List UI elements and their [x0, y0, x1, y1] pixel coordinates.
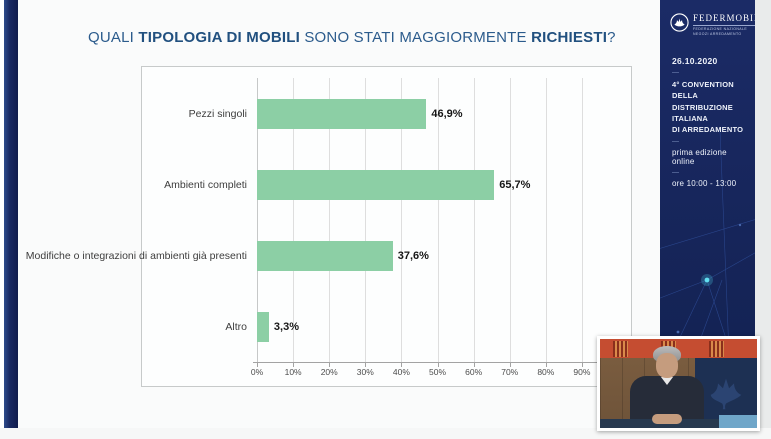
bar-row: 3,3%: [257, 292, 600, 363]
title-segment: QUALI: [88, 29, 139, 46]
separator-dash: —: [672, 69, 679, 76]
presenter-face: [656, 353, 678, 378]
event-edition: prima edizione online: [672, 148, 727, 167]
grid-line: [401, 78, 403, 363]
eagle-emblem-icon: [670, 13, 689, 32]
category-labels: Pezzi singoli Ambienti completi Modifiche …: [18, 78, 252, 363]
axis-tick: [509, 363, 511, 367]
bar-value-label: 3,3%: [273, 321, 299, 334]
column-motif: [709, 341, 724, 357]
grid-line: [473, 78, 475, 363]
title-segment: SONO STATI MAGGIORMENTE: [299, 29, 532, 46]
eagle-silhouette-icon: [710, 378, 742, 410]
grid-line: [509, 78, 511, 363]
x-tick-label: 70%: [501, 367, 519, 377]
x-tick-label: 40%: [392, 367, 410, 377]
event-time: ore 10:00 - 13:00: [672, 179, 737, 189]
axis-tick: [365, 363, 367, 367]
axis-tick: [329, 363, 331, 367]
x-tick-label: 80%: [537, 367, 555, 377]
x-tick-label: 20%: [320, 367, 338, 377]
presentation-slide: QUALI TIPOLOGIA DI MOBILI SONO STATI MAG…: [18, 0, 660, 428]
grid-line: [437, 78, 439, 363]
left-edge-strip: [0, 0, 4, 428]
event-title: 4° CONVENTION DELLA DISTRIBUZIONE ITALIA…: [672, 79, 748, 135]
bar: [257, 98, 427, 129]
event-title-line: DELLA DISTRIBUZIONE: [672, 91, 733, 112]
category-label: Modifiche o integrazioni di ambienti già…: [25, 250, 247, 263]
grid-line: [545, 78, 547, 363]
laptop-screen: [719, 415, 757, 428]
title-segment-bold: TIPOLOGIA DI MOBILI: [138, 29, 300, 46]
event-title-line: DI ARREDAMENTO: [672, 125, 744, 134]
x-axis-labels: 0% 10% 20% 30% 40% 50% 60% 70% 80% 90%: [251, 367, 600, 379]
bar-rows: 46,9% 65,7% 37,6% 3,3%: [257, 78, 600, 363]
bar-row: 37,6%: [257, 221, 600, 292]
bar: [257, 169, 495, 200]
event-date: 26.10.2020: [672, 56, 718, 66]
grid-line: [329, 78, 331, 363]
bar-value-label: 65,7%: [499, 178, 531, 191]
grid-line: [257, 78, 258, 363]
category-label: Ambienti completi: [164, 178, 247, 191]
left-accent-stripe: [4, 0, 18, 428]
slide-title: QUALI TIPOLOGIA DI MOBILI SONO STATI MAG…: [88, 29, 628, 46]
event-title-line: 4° CONVENTION: [672, 80, 734, 89]
grid-line: [365, 78, 367, 363]
axis-tick: [473, 363, 475, 367]
grid-line: [293, 78, 295, 363]
grid-line: [581, 78, 583, 363]
axis-tick: [437, 363, 439, 367]
bar-value-label: 37,6%: [397, 250, 429, 263]
x-axis-line: [253, 362, 606, 363]
webcam-video: [597, 336, 760, 431]
event-title-line: ITALIANA: [672, 113, 709, 123]
x-tick-label: 60%: [465, 367, 483, 377]
webcam-scene: [600, 339, 757, 428]
title-segment-bold: RICHIESTI: [531, 29, 608, 46]
x-tick-label: 10%: [284, 367, 302, 377]
title-segment: ?: [607, 29, 616, 46]
x-tick-label: 0%: [250, 367, 264, 377]
bar-row: 46,9%: [257, 78, 600, 149]
federmobili-logo: FEDERMOBILI FEDERAZIONE NAZIONALE NEGOZI…: [670, 13, 755, 37]
axis-tick: [293, 363, 295, 367]
bar-row: 65,7%: [257, 149, 600, 220]
presenter-hands: [652, 414, 682, 424]
x-tick-label: 50%: [429, 367, 447, 377]
separator-dash: —: [672, 138, 679, 146]
column-motif: [613, 341, 628, 357]
bar-value-label: 46,9%: [431, 107, 463, 120]
org-name: FEDERMOBILI: [693, 13, 755, 23]
axis-tick: [257, 363, 258, 367]
bottom-edge-strip: [0, 428, 771, 439]
logo-subtitle-line: FEDERAZIONE NAZIONALE: [693, 26, 748, 31]
axis-tick: [401, 363, 403, 367]
category-label: Altro: [225, 321, 247, 334]
bar: [257, 241, 393, 272]
x-tick-label: 30%: [356, 367, 374, 377]
presenter-collar: [661, 377, 673, 385]
separator-dash: —: [672, 169, 679, 177]
plot-area: 46,9% 65,7% 37,6% 3,3%: [253, 78, 606, 367]
axis-tick: [581, 363, 583, 367]
category-label: Pezzi singoli: [188, 107, 247, 120]
x-tick-label: 90%: [573, 367, 591, 377]
logo-subtitle-line: NEGOZI ARREDAMENTO: [693, 32, 742, 37]
bar: [257, 312, 269, 343]
axis-tick: [545, 363, 547, 367]
